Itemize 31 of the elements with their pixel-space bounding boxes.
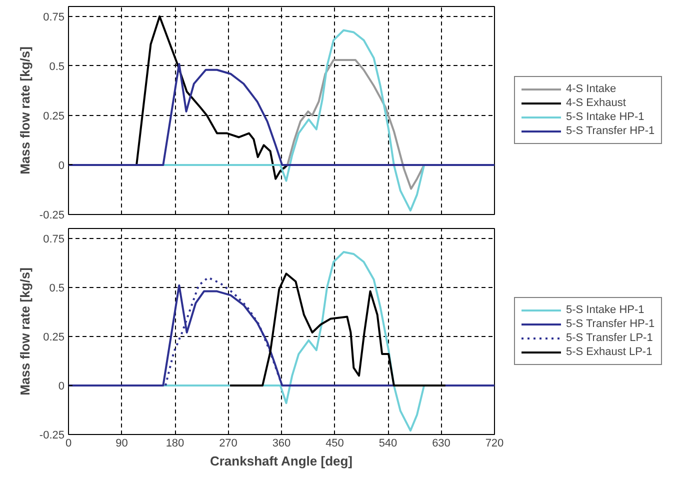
x-tick-label: 270 [219, 438, 238, 450]
y-tick-label: -0.25 [39, 430, 65, 442]
y-tick-label: 0.75 [43, 11, 65, 24]
x-tick-label: 360 [272, 438, 291, 450]
y-axis-title: Mass flow rate [kg/s] [17, 46, 32, 174]
legend-label: 5-S Intake HP-1 [566, 111, 644, 123]
x-tick-label: 450 [326, 438, 344, 450]
x-tick-label: 630 [432, 438, 450, 450]
legend-label: 5-S Intake HP-1 [566, 304, 644, 316]
legend-label: 5-S Exhaust LP-1 [566, 346, 652, 358]
y-tick-label: 0.5 [49, 60, 65, 73]
line-series [68, 62, 494, 166]
y-tick-label: 0.5 [49, 282, 65, 294]
y-axis-title: Mass flow rate [kg/s] [17, 268, 32, 396]
x-tick-label: 180 [166, 438, 184, 450]
y-tick-label: 0.25 [43, 331, 65, 344]
x-tick-label: 90 [116, 438, 128, 450]
legend-label: 5-S Transfer LP-1 [566, 332, 653, 344]
y-tick-label: 0.25 [43, 110, 65, 122]
y-tick-label: 0.75 [43, 233, 65, 246]
legend-label: 4-S Intake [566, 83, 616, 95]
x-tick-label: 720 [485, 438, 504, 450]
y-tick-label: 0 [58, 380, 65, 392]
y-tick-label: -0.25 [39, 210, 65, 222]
legend-label: 5-S Transfer HP-1 [566, 125, 655, 137]
x-tick-label: 540 [378, 438, 398, 450]
legend-label: 4-S Exhaust [566, 97, 626, 109]
line-series [282, 58, 426, 190]
x-axis-title: Crankshaft Angle [deg] [210, 454, 353, 468]
y-tick-label: 0 [58, 160, 65, 172]
legend-label: 5-S Transfer HP-1 [566, 318, 655, 330]
